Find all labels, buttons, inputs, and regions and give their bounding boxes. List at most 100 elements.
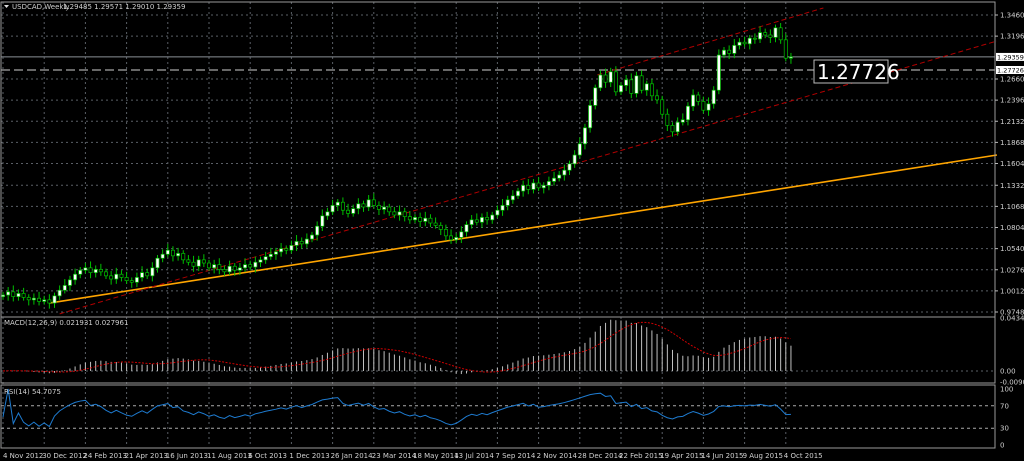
candle-bull: [176, 253, 181, 257]
candle-bull: [541, 185, 546, 189]
rsi-label: RSI(14) 54.7075: [4, 388, 61, 396]
candle-bull: [31, 297, 36, 301]
candle-bull: [567, 163, 572, 171]
candle-bull: [160, 253, 165, 259]
candle-bull: [521, 185, 526, 192]
candle-bull: [268, 253, 273, 257]
y-tick-label: 1.05400: [1000, 245, 1024, 253]
macd-panel: [2, 319, 792, 375]
candle-bear: [428, 217, 433, 224]
candle-bull: [557, 174, 562, 179]
x-tick-label: 1 Dec 2013: [289, 452, 329, 460]
candle-bull: [747, 37, 752, 45]
y-tick-label: 1.13320: [1000, 182, 1024, 190]
candle-bull: [16, 293, 21, 297]
x-tick-label: 30 Dec 2012: [42, 452, 87, 460]
candle-bear: [742, 41, 747, 45]
price-tag-label: 1.29359: [997, 53, 1024, 61]
candle-bull: [330, 205, 335, 213]
channel-line: [59, 40, 998, 315]
candle-bull: [562, 169, 567, 176]
candle-bull: [459, 231, 464, 238]
y-tick-label: 1.26600: [1000, 76, 1024, 84]
candle-bull: [274, 251, 278, 255]
candle-bull: [773, 27, 778, 38]
x-tick-label: 16 Jun 2013: [166, 452, 208, 460]
candle-bear: [443, 229, 448, 237]
candle-bull: [758, 32, 763, 40]
candle-bear: [783, 39, 788, 59]
candle-bear: [763, 32, 768, 36]
candle-bull: [480, 217, 484, 223]
candle-bull: [73, 273, 78, 281]
candle-bear: [186, 259, 191, 263]
dropdown-triangle-icon[interactable]: [4, 5, 9, 8]
candle-bear: [655, 95, 660, 101]
candle-bear: [11, 291, 16, 297]
candle-bear: [98, 269, 103, 273]
candle-bull: [644, 83, 649, 91]
x-tick-label: 28 Dec 2014: [578, 452, 623, 460]
candle-bull: [304, 238, 309, 245]
rsi-tick-label: 30: [1000, 425, 1009, 433]
candle-bear: [299, 241, 304, 245]
rsi-tick-label: 0: [1000, 442, 1004, 450]
x-tick-label: 9 Aug 2015: [743, 452, 783, 460]
candle-bear: [377, 205, 381, 210]
candle-bull: [134, 277, 139, 283]
candle-bull: [624, 79, 629, 86]
candle-bull: [706, 103, 711, 111]
candle-bear: [248, 264, 253, 268]
x-tick-label: 7 Sep 2014: [495, 452, 535, 460]
y-tick-label: 1.02760: [1000, 266, 1024, 274]
y-tick-label: 0.97480: [1000, 309, 1024, 317]
candle-bear: [387, 206, 392, 213]
macd-tick-label: 0.00: [1000, 367, 1016, 375]
candle-bear: [109, 275, 114, 280]
candle-bear: [222, 269, 227, 273]
candle-bull: [516, 190, 520, 197]
candle-bear: [418, 217, 423, 222]
candle-bull: [500, 205, 505, 211]
x-tick-label: 4 Nov 2012: [3, 452, 43, 460]
price-tag: [996, 52, 1024, 61]
candle-bull: [716, 54, 721, 91]
price-tag: [996, 65, 1024, 74]
candle-bear: [340, 201, 345, 211]
trendlines[interactable]: [49, 7, 998, 315]
ohlc-values: 1.29485 1.29571 1.29010 1.29359: [63, 3, 185, 11]
candle-bear: [474, 219, 479, 223]
candle-bear: [727, 49, 732, 54]
candle-bull: [454, 237, 459, 241]
candle-bull: [212, 264, 217, 269]
candle-bear: [217, 264, 222, 270]
candle-bull: [598, 74, 603, 89]
candle-bull: [196, 259, 201, 267]
candle-bear: [670, 125, 675, 133]
y-tick-label: 1.31960: [1000, 33, 1024, 41]
candle-bear: [526, 185, 531, 190]
candle-bull: [582, 127, 587, 145]
candle-bear: [392, 211, 397, 216]
candle-bear: [485, 217, 490, 221]
candle-bear: [603, 74, 608, 83]
candle-bull: [464, 224, 469, 233]
x-tick-label: 4 Oct 2015: [784, 452, 823, 460]
panel-frame: [0, 316, 996, 384]
candle-bull: [788, 56, 793, 59]
candle-bear: [88, 267, 93, 273]
candle-bear: [232, 265, 237, 271]
chart-header: USDCAD,Weekly 1.29485 1.29571 1.29010 1.…: [4, 3, 185, 11]
candle-bear: [665, 113, 670, 126]
candle-bear: [207, 262, 211, 269]
candle-bull: [495, 209, 500, 216]
candle-bull: [57, 289, 62, 297]
grid: [1, 2, 995, 447]
candle-bear: [171, 249, 175, 257]
candle-bull: [397, 211, 402, 216]
price-line-label[interactable]: 1.27726: [813, 59, 900, 84]
candle-bear: [284, 248, 289, 251]
candle-bear: [649, 83, 654, 97]
